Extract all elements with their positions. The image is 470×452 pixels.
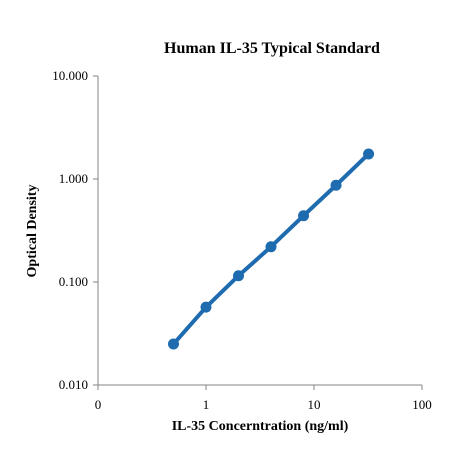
axis-ticks: 0.010 0.100 1.000 10.000 0 1 10 100 bbox=[52, 68, 432, 412]
y-tick-label: 0.100 bbox=[59, 274, 88, 289]
y-axis-title: Optical Density bbox=[25, 185, 40, 278]
data-point bbox=[298, 210, 310, 222]
data-point bbox=[233, 270, 245, 282]
x-tick-label: 100 bbox=[412, 397, 432, 412]
data-point bbox=[363, 148, 375, 160]
data-point bbox=[167, 338, 179, 350]
y-tick-label: 10.000 bbox=[52, 68, 88, 83]
data-point bbox=[200, 301, 212, 313]
x-tick-label: 0 bbox=[95, 397, 102, 412]
plot-area bbox=[167, 148, 375, 350]
x-tick-label: 1 bbox=[203, 397, 210, 412]
data-point bbox=[265, 241, 277, 253]
x-tick-label: 10 bbox=[308, 397, 321, 412]
chart-title: Human IL-35 Typical Standard bbox=[164, 40, 380, 57]
data-point bbox=[330, 179, 342, 191]
y-tick-label: 0.010 bbox=[59, 377, 88, 392]
y-tick-label: 1.000 bbox=[59, 171, 88, 186]
x-axis-title: IL-35 Concerntration (ng/ml) bbox=[172, 419, 349, 434]
